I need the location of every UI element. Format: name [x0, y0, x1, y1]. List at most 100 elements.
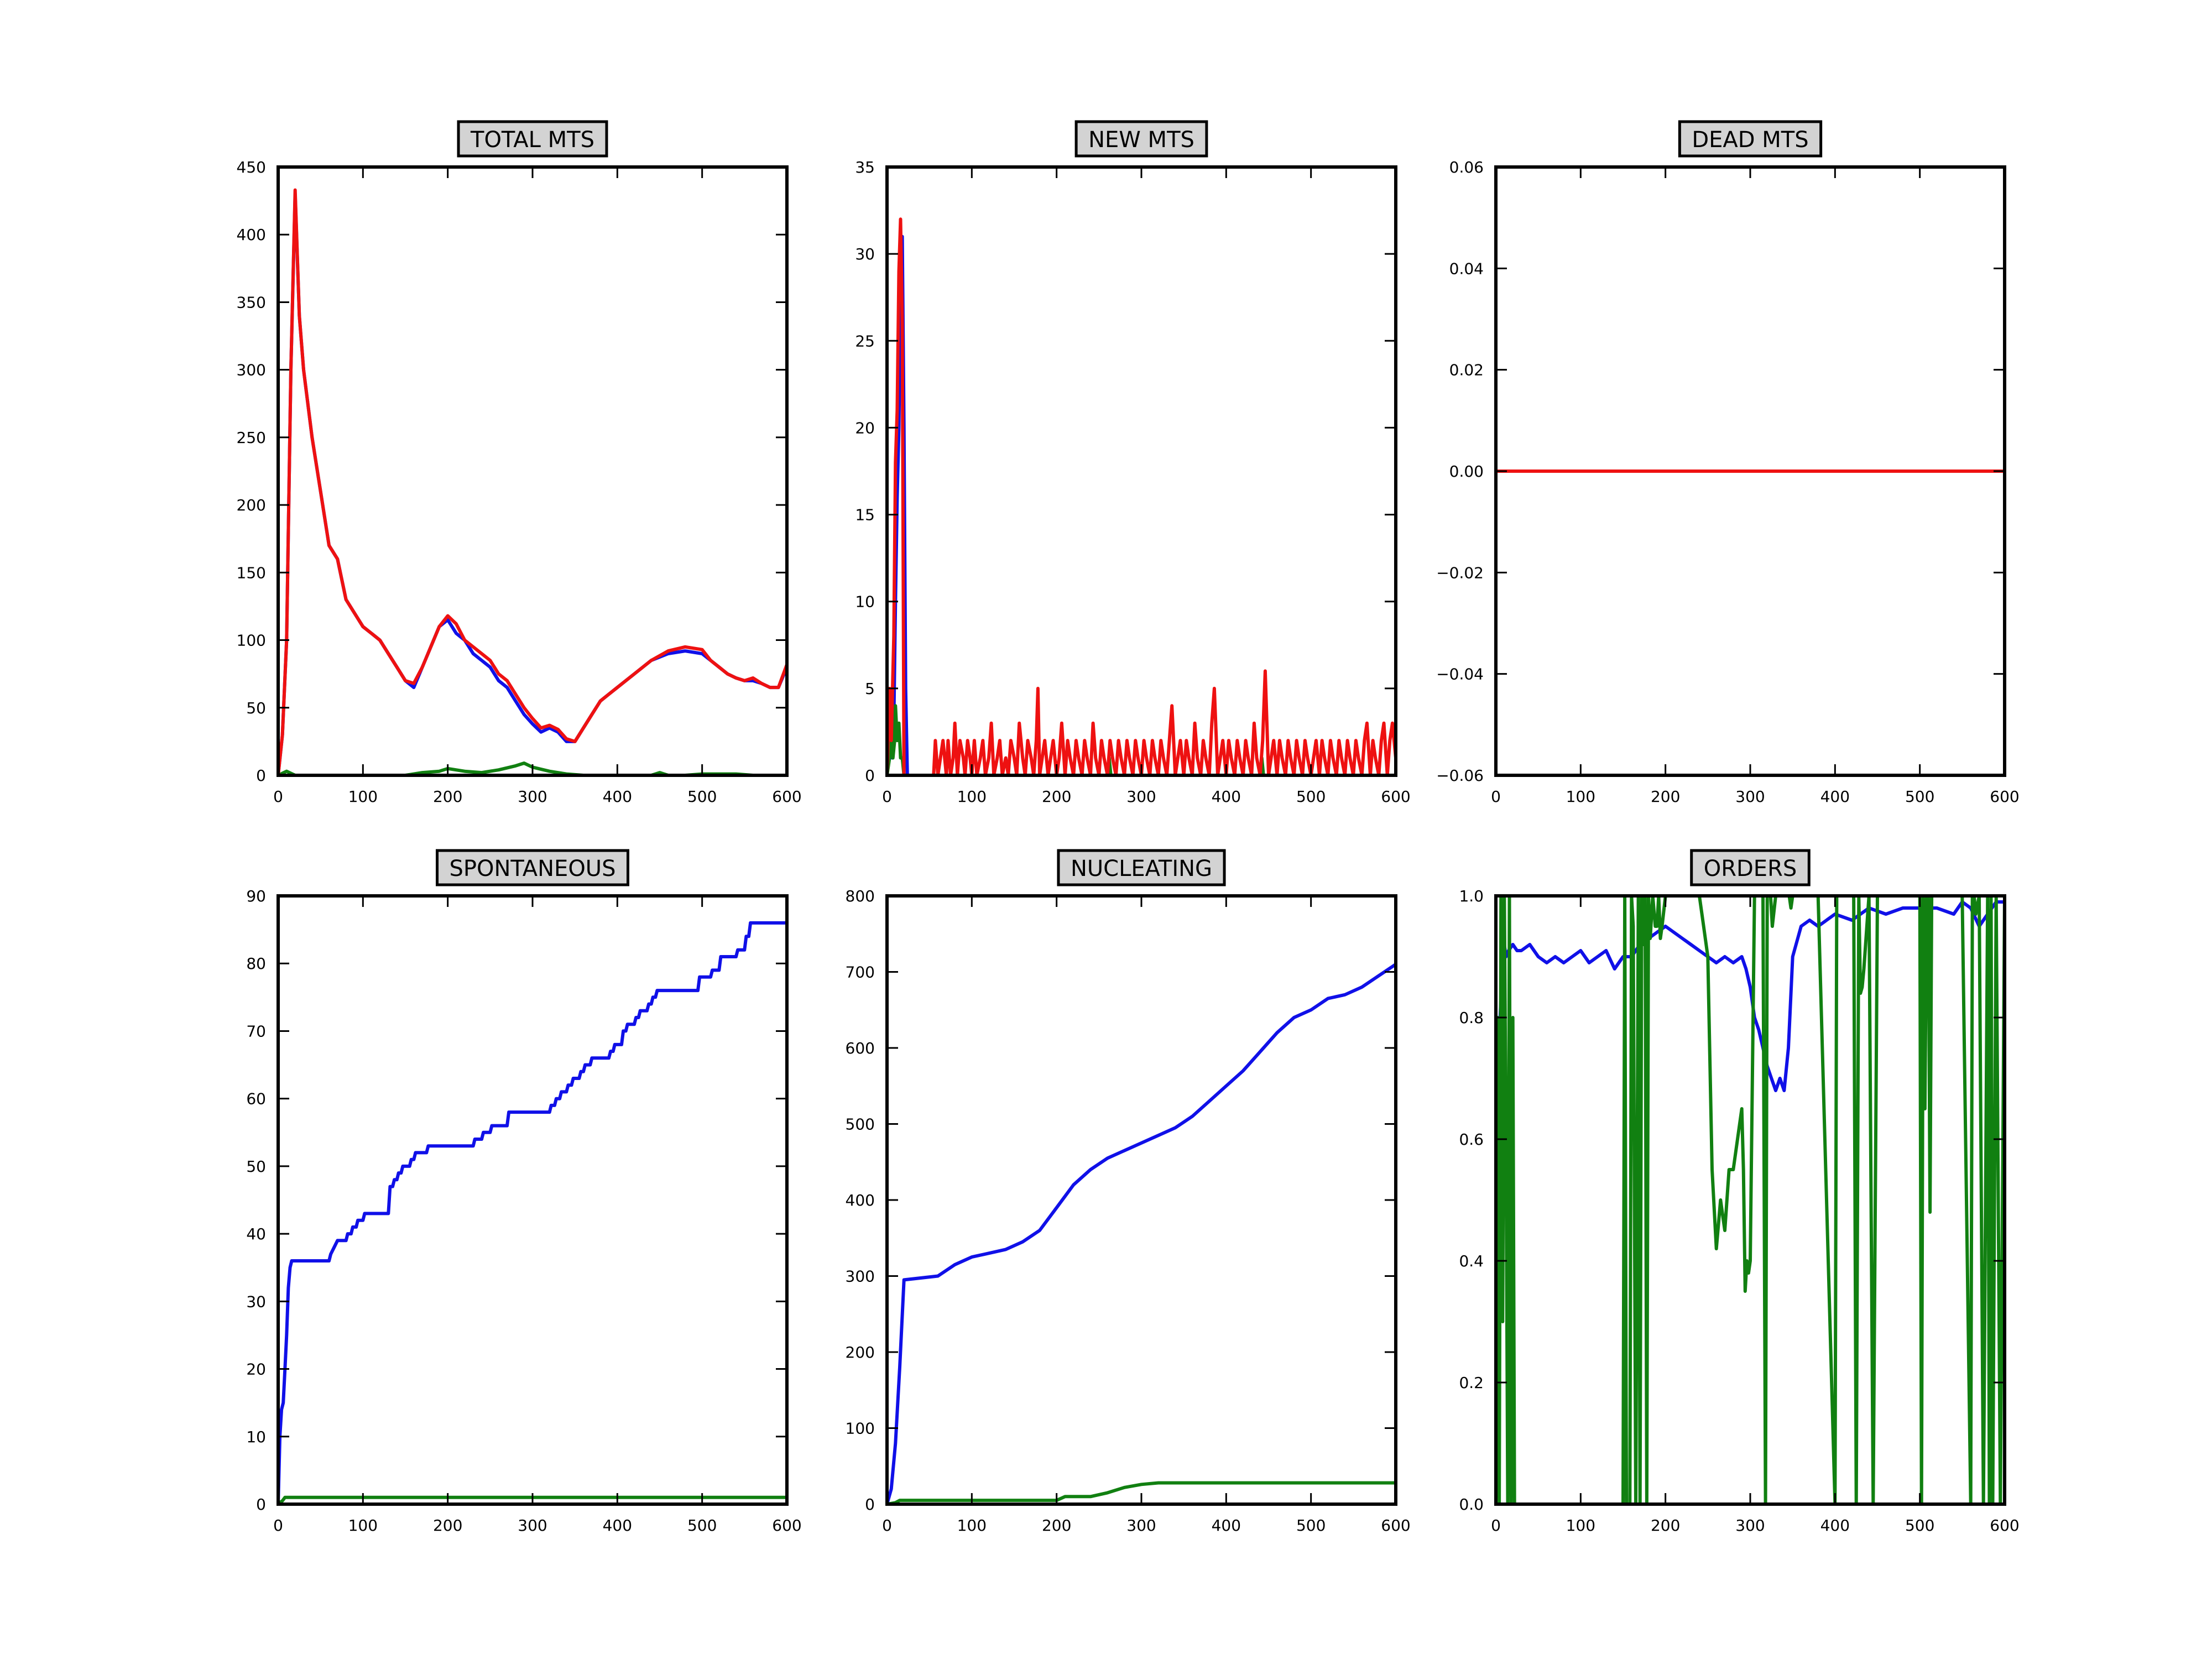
axes-frame	[885, 165, 1397, 777]
x-tick-label: 100	[348, 1516, 378, 1535]
x-tick-label: 300	[1735, 1516, 1765, 1535]
y-tick-label: 0	[865, 1495, 875, 1514]
y-tick-label: 0.00	[1449, 462, 1484, 481]
y-tick-label: 40	[246, 1225, 266, 1243]
series-line-red	[887, 217, 1396, 775]
y-tick-label: −0.04	[1436, 665, 1484, 684]
x-tick-label: 300	[518, 1516, 547, 1535]
chart-title: DEAD MTS	[1678, 120, 1823, 158]
chart-title-box	[1057, 849, 1226, 886]
series-line-red	[278, 188, 787, 775]
chart-title-box	[436, 849, 629, 886]
x-tick-label: 600	[1381, 787, 1410, 806]
chart-panel: 0 100 200 300 400 500 600 0 50 100 150 200 250 300 350…	[237, 120, 802, 806]
y-tick-label: 0.06	[1449, 158, 1484, 176]
chart-title-box	[1678, 120, 1823, 158]
chart-title-text: ORDERS	[1704, 856, 1797, 881]
y-tick-label: 50	[246, 699, 266, 717]
x-tick-label: 600	[1990, 1516, 2019, 1535]
y-tick-label: 70	[246, 1022, 266, 1040]
y-tick-label: 400	[846, 1191, 875, 1209]
x-tick-label: 100	[1566, 1516, 1595, 1535]
x-tick-label: 100	[957, 787, 987, 806]
chart-title: SPONTANEOUS	[436, 849, 629, 886]
chart-title-box	[457, 120, 608, 158]
x-tick-label: 500	[1905, 1516, 1934, 1535]
x-tick-label: 400	[1820, 787, 1850, 806]
x-tick-label: 200	[433, 787, 462, 806]
chart-title-box	[1690, 849, 1811, 886]
x-tick-label: 0	[882, 1516, 892, 1535]
x-tick-label: 300	[1126, 787, 1156, 806]
chart-title: TOTAL MTS	[457, 120, 608, 158]
axes-frame	[276, 165, 789, 777]
chart-panel: 0 100 200 300 400 500 600 −0.06 −0.04 −0.02 0.00 0.…	[1436, 120, 2020, 806]
x-tick-label: 400	[1212, 787, 1241, 806]
chart-title-text: DEAD MTS	[1692, 127, 1808, 153]
y-tick-label: −0.06	[1436, 766, 1484, 785]
y-tick-label: 350	[237, 293, 266, 311]
y-tick-label: 20	[246, 1360, 266, 1379]
y-tick-label: 100	[237, 632, 266, 650]
y-tick-label: 0.2	[1459, 1374, 1484, 1392]
y-tick-label: 0.0	[1459, 1495, 1484, 1514]
x-tick-label: 500	[1905, 787, 1934, 806]
x-tick-label: 500	[1296, 1516, 1326, 1535]
y-tick-label: 0.6	[1459, 1130, 1484, 1149]
x-tick-label: 200	[1042, 1516, 1071, 1535]
x-tick-label: 300	[1126, 1516, 1156, 1535]
y-tick-label: 200	[846, 1343, 875, 1361]
y-tick-label: 200	[237, 496, 266, 514]
chart-title: NUCLEATING	[1057, 849, 1226, 886]
y-tick-label: 700	[846, 963, 875, 982]
series-line-blue	[1496, 900, 2005, 1445]
x-tick-label: 200	[1651, 1516, 1680, 1535]
x-tick-label: 600	[1990, 787, 2019, 806]
y-tick-label: 1.0	[1459, 887, 1484, 905]
chart-panel: 0 100 200 300 400 500 600 0 10 20 30 40 50 60 70 80 90 SP…	[246, 849, 802, 1535]
x-tick-label: 0	[273, 787, 283, 806]
x-tick-label: 300	[518, 787, 547, 806]
y-tick-label: 0.04	[1449, 259, 1484, 278]
x-tick-label: 400	[603, 787, 632, 806]
y-tick-label: 300	[846, 1267, 875, 1286]
y-tick-label: 30	[855, 245, 875, 263]
y-tick-label: 300	[237, 361, 266, 379]
y-tick-label: 80	[246, 954, 266, 973]
series-line-blue	[887, 962, 1396, 1504]
chart-title: NEW MTS	[1074, 120, 1208, 158]
x-tick-label: 100	[348, 787, 378, 806]
x-tick-label: 0	[1491, 787, 1501, 806]
y-tick-label: −0.02	[1436, 564, 1484, 582]
y-tick-label: 250	[237, 429, 266, 447]
y-tick-label: 0.8	[1459, 1009, 1484, 1027]
x-tick-label: 500	[687, 1516, 717, 1535]
y-tick-label: 30	[246, 1292, 266, 1311]
x-tick-label: 0	[882, 787, 892, 806]
series-line-green	[278, 1495, 787, 1504]
y-tick-label: 0.02	[1449, 361, 1484, 379]
y-tick-label: 0.4	[1459, 1252, 1484, 1270]
x-tick-label: 600	[772, 1516, 801, 1535]
x-tick-label: 400	[1212, 1516, 1241, 1535]
x-tick-label: 600	[772, 787, 801, 806]
x-tick-label: 200	[1651, 787, 1680, 806]
y-tick-label: 20	[855, 419, 875, 437]
y-tick-label: 0	[256, 766, 266, 785]
chart-title-text: NEW MTS	[1088, 127, 1194, 153]
y-tick-label: 15	[855, 506, 875, 524]
x-tick-label: 200	[433, 1516, 462, 1535]
series-line-green	[1496, 896, 2005, 1504]
y-tick-label: 25	[855, 332, 875, 350]
y-tick-label: 450	[237, 158, 266, 176]
chart-panel: 0 100 200 300 400 500 600 0 100 200 300 400 500 600 70…	[846, 849, 1411, 1535]
y-tick-label: 0	[256, 1495, 266, 1514]
y-tick-label: 500	[846, 1115, 875, 1134]
x-tick-label: 300	[1735, 787, 1765, 806]
series-line-blue	[278, 921, 787, 1504]
x-tick-label: 400	[1820, 1516, 1850, 1535]
y-tick-label: 0	[865, 766, 875, 785]
chart-title-text: SPONTANEOUS	[450, 856, 616, 881]
y-tick-label: 150	[237, 564, 266, 582]
